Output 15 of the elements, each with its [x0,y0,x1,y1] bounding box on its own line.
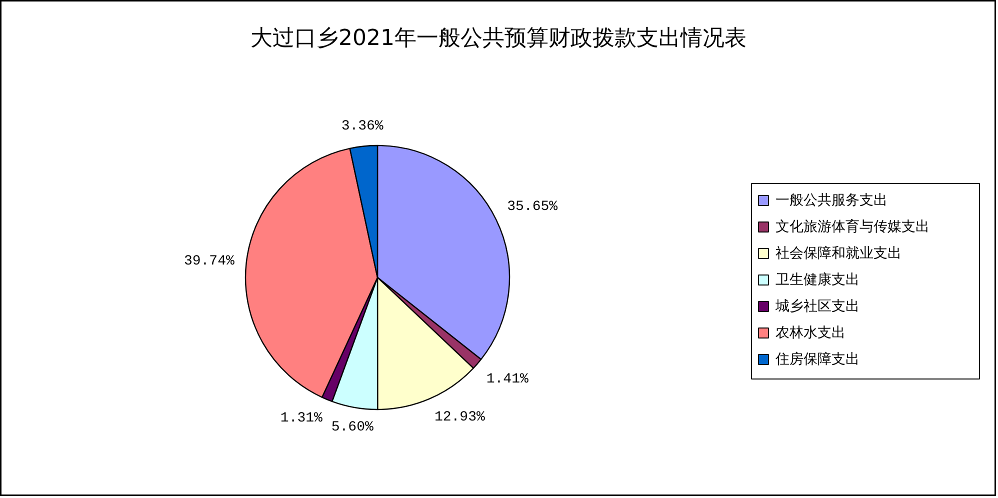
data-label: 35.65% [507,198,558,215]
legend-label: 一般公共服务支出 [776,192,888,208]
data-label: 12.93% [434,410,486,426]
legend-label: 城乡社区支出 [774,298,860,314]
data-label: 39.74% [184,254,235,270]
chart-title: 大过口乡2021年一般公共预算财政拨款支出情况表 [250,26,747,51]
legend-label: 文化旅游体育与传媒支出 [776,218,930,235]
legend-label: 社会保障和就业支出 [776,246,902,262]
data-label: 5.60% [331,419,374,436]
data-label: 3.36% [341,118,384,134]
data-label: 1.41% [486,372,529,388]
legend-label: 农林水支出 [776,325,846,341]
data-label: 1.31% [280,410,324,427]
legend-label: 卫生健康支出 [776,272,860,288]
legend-label: 住房保障支出 [774,352,860,368]
